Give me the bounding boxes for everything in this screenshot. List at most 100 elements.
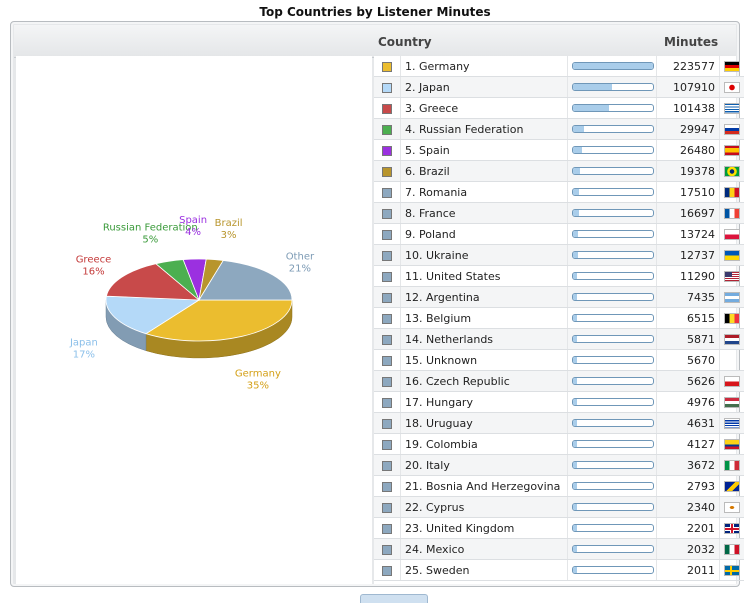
- pie-percent-label: 16%: [82, 267, 104, 278]
- country-row[interactable]: 10. Ukraine 12737: [374, 244, 744, 266]
- uk-flag-icon: [724, 523, 740, 534]
- minutes-bar-fill: [573, 231, 578, 237]
- country-row[interactable]: 4. Russian Federation 29947: [374, 118, 744, 140]
- ukraine-flag-icon: [724, 250, 740, 261]
- country-row[interactable]: 5. Spain 26480: [374, 139, 744, 161]
- country-name: 21. Bosnia And Herzegovina: [400, 475, 568, 497]
- country-row[interactable]: 16. Czech Republic 5626: [374, 370, 744, 392]
- minutes-value: 5871: [656, 328, 720, 350]
- minutes-bar-fill: [573, 336, 577, 342]
- color-swatch: [382, 313, 392, 324]
- swatch-cell: [374, 454, 401, 476]
- bar-cell: [567, 265, 657, 287]
- bar-cell: [567, 538, 657, 560]
- country-name: 24. Mexico: [400, 538, 568, 560]
- flag-cell: [719, 160, 744, 182]
- minutes-value: 3672: [656, 454, 720, 476]
- colombia-flag-icon: [724, 439, 740, 450]
- country-row[interactable]: 13. Belgium 6515: [374, 307, 744, 329]
- swatch-cell: [374, 475, 401, 497]
- country-row[interactable]: 15. Unknown 5670: [374, 349, 744, 371]
- minutes-value: 5670: [656, 349, 720, 371]
- pie-percent-label: 3%: [221, 230, 237, 241]
- minutes-value: 11290: [656, 265, 720, 287]
- color-swatch: [382, 439, 392, 450]
- country-row[interactable]: 19. Colombia 4127: [374, 433, 744, 455]
- russia-flag-icon: [724, 124, 740, 135]
- country-row[interactable]: 2. Japan 107910: [374, 76, 744, 98]
- country-row[interactable]: 8. France 16697: [374, 202, 744, 224]
- bar-cell: [567, 118, 657, 140]
- bottom-tab[interactable]: [360, 594, 428, 603]
- swatch-cell: [374, 139, 401, 161]
- color-swatch: [382, 376, 392, 387]
- minutes-bar: [572, 335, 654, 343]
- country-row[interactable]: 25. Sweden 2011: [374, 559, 744, 581]
- country-row[interactable]: 7. Romania 17510: [374, 181, 744, 203]
- netherlands-flag-icon: [724, 334, 740, 345]
- spain-flag-icon: [724, 145, 740, 156]
- chart-title: Top Countries by Listener Minutes: [259, 5, 491, 19]
- country-row[interactable]: 17. Hungary 4976: [374, 391, 744, 413]
- bar-cell: [567, 97, 657, 119]
- color-swatch: [382, 145, 392, 156]
- minutes-bar-fill: [573, 105, 610, 111]
- color-swatch: [382, 292, 392, 303]
- minutes-value: 16697: [656, 202, 720, 224]
- country-row[interactable]: 24. Mexico 2032: [374, 538, 744, 560]
- minutes-bar: [572, 314, 654, 322]
- color-swatch: [382, 397, 392, 408]
- pie-slice-germany[interactable]: [145, 299, 293, 342]
- minutes-bar: [572, 440, 654, 448]
- flag-cell: [719, 538, 744, 560]
- minutes-bar-fill: [573, 357, 577, 363]
- minutes-bar-fill: [573, 84, 612, 90]
- minutes-bar: [572, 398, 654, 406]
- minutes-bar: [572, 104, 654, 112]
- minutes-bar-fill: [573, 252, 578, 258]
- country-row[interactable]: 11. United States 11290: [374, 265, 744, 287]
- minutes-bar: [572, 503, 654, 511]
- swatch-cell: [374, 202, 401, 224]
- color-swatch: [382, 124, 392, 135]
- swatch-cell: [374, 286, 401, 308]
- country-row[interactable]: 20. Italy 3672: [374, 454, 744, 476]
- swatch-cell: [374, 223, 401, 245]
- minutes-value: 4976: [656, 391, 720, 413]
- pie-slice-greece[interactable]: [105, 263, 201, 301]
- flag-cell: [719, 349, 744, 371]
- swatch-cell: [374, 118, 401, 140]
- country-column-header[interactable]: Country: [378, 35, 432, 49]
- country-row[interactable]: 21. Bosnia And Herzegovina 2793: [374, 475, 744, 497]
- swatch-cell: [374, 307, 401, 329]
- country-name: 8. France: [400, 202, 568, 224]
- minutes-bar-fill: [573, 63, 653, 69]
- country-row[interactable]: 6. Brazil 19378: [374, 160, 744, 182]
- country-row[interactable]: 18. Uruguay 4631: [374, 412, 744, 434]
- minutes-bar-fill: [573, 504, 577, 510]
- minutes-bar: [572, 230, 654, 238]
- country-row[interactable]: 23. United Kingdom 2201: [374, 517, 744, 539]
- pie-slice-japan[interactable]: [105, 295, 201, 335]
- country-name: 23. United Kingdom: [400, 517, 568, 539]
- country-row[interactable]: 12. Argentina 7435: [374, 286, 744, 308]
- country-row[interactable]: 14. Netherlands 5871: [374, 328, 744, 350]
- minutes-value: 2201: [656, 517, 720, 539]
- bar-cell: [567, 56, 657, 77]
- minutes-column-header[interactable]: Minutes: [664, 35, 719, 49]
- country-row[interactable]: 22. Cyprus 2340: [374, 496, 744, 518]
- country-row[interactable]: 3. Greece 101438: [374, 97, 744, 119]
- color-swatch: [382, 418, 392, 429]
- minutes-bar: [572, 356, 654, 364]
- bar-cell: [567, 433, 657, 455]
- cyprus-flag-icon: [724, 502, 740, 513]
- argentina-flag-icon: [724, 292, 740, 303]
- pie-slice-other[interactable]: [198, 259, 293, 301]
- minutes-value: 2340: [656, 496, 720, 518]
- pie-label: Germany: [235, 368, 281, 379]
- country-row[interactable]: 1. Germany 223577: [374, 56, 744, 77]
- country-row[interactable]: 9. Poland 13724: [374, 223, 744, 245]
- flag-cell: [719, 97, 744, 119]
- minutes-value: 26480: [656, 139, 720, 161]
- color-swatch: [382, 355, 392, 366]
